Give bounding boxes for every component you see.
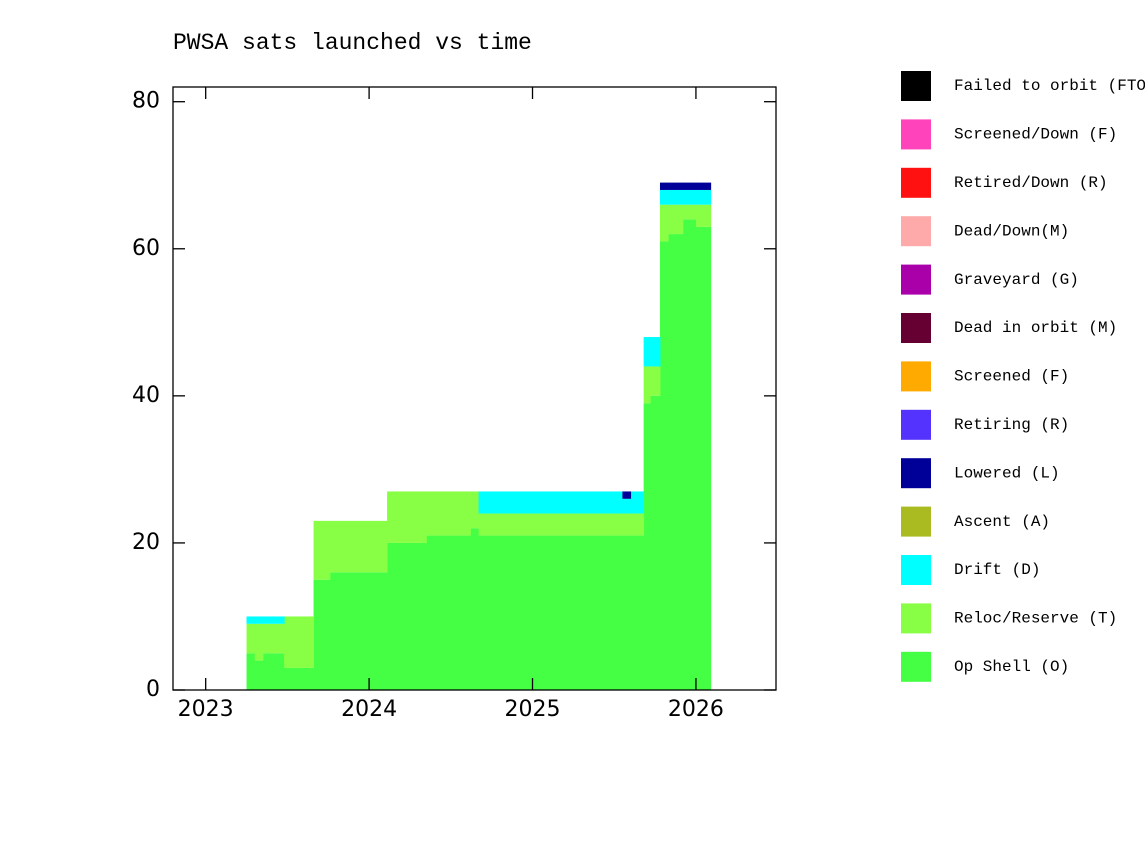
step-segment <box>668 204 684 235</box>
step-segment <box>284 616 315 668</box>
legend-swatch <box>901 313 931 343</box>
legend-swatch <box>901 603 931 634</box>
step-segment <box>682 219 697 691</box>
legend-label: Drift (D) <box>954 561 1040 579</box>
legend-label: Failed to orbit (FTO) <box>954 77 1145 95</box>
legend-label: Graveyard (G) <box>954 271 1079 289</box>
step-segment <box>478 491 623 514</box>
legend-swatch <box>901 71 931 101</box>
step-segment <box>246 623 256 654</box>
legend-label: Retired/Down (R) <box>954 174 1108 192</box>
step-segment <box>262 616 285 624</box>
legend-label: Retiring (R) <box>954 416 1069 434</box>
legend-label: Reloc/Reserve (T) <box>954 610 1117 628</box>
step-segment <box>622 498 632 514</box>
step-segment <box>643 366 651 404</box>
step-segment <box>246 616 256 624</box>
step-segment <box>659 182 669 190</box>
legend-swatch <box>901 167 931 198</box>
step-segment <box>329 572 388 690</box>
step-segment <box>478 535 623 690</box>
step-segment <box>668 182 684 190</box>
step-segment <box>470 528 480 690</box>
step-segment <box>262 623 285 654</box>
step-segment <box>329 520 388 573</box>
step-segment <box>650 337 661 367</box>
step-segment <box>254 623 264 661</box>
step-segment <box>643 403 651 690</box>
plot-frame <box>172 86 777 691</box>
x-tick-label: 2025 <box>505 697 561 722</box>
step-segment <box>246 653 256 690</box>
chart-title: PWSA sats launched vs time <box>173 30 532 56</box>
step-segment <box>622 535 632 690</box>
y-tick-label: 20 <box>132 530 160 555</box>
step-segment <box>682 204 697 220</box>
legend-swatch <box>901 651 931 682</box>
step-segment <box>695 226 712 690</box>
step-segment <box>682 182 697 190</box>
x-tick-label: 2023 <box>178 697 234 722</box>
y-tick-label: 0 <box>146 677 160 702</box>
step-segment <box>695 204 712 227</box>
y-tick-label: 60 <box>132 236 160 261</box>
legend-swatch <box>901 409 931 440</box>
legend-label: Screened/Down (F) <box>954 126 1117 144</box>
step-segment <box>426 535 471 690</box>
step-segment <box>643 337 651 367</box>
step-segment <box>668 234 684 690</box>
step-segment <box>622 491 632 499</box>
step-segment <box>668 189 684 205</box>
step-segment <box>387 542 427 690</box>
step-segment <box>630 491 645 514</box>
step-segment <box>650 366 661 396</box>
x-tick-label: 2026 <box>668 697 724 722</box>
step-segment <box>695 189 712 205</box>
step-segment <box>659 204 669 242</box>
step-segment <box>659 189 669 205</box>
step-segment <box>254 616 264 624</box>
step-segment <box>426 491 471 536</box>
legend-label: Dead in orbit (M) <box>954 319 1117 337</box>
legend-swatch <box>901 555 931 585</box>
step-segment <box>470 491 480 529</box>
step-segment <box>313 520 331 580</box>
x-tick-label: 2024 <box>341 697 397 722</box>
legend-swatch <box>901 119 931 150</box>
step-segment <box>630 513 645 536</box>
step-segment <box>254 660 264 690</box>
step-segment <box>695 182 712 190</box>
legend-swatch <box>901 216 931 247</box>
step-segment <box>387 491 427 543</box>
step-segment <box>650 395 661 690</box>
step-segment <box>313 579 331 690</box>
y-tick-label: 40 <box>132 383 160 408</box>
legend-swatch <box>901 264 931 295</box>
step-segment <box>659 241 669 691</box>
step-segment <box>622 513 632 536</box>
legend-label: Lowered (L) <box>954 464 1060 482</box>
legend-swatch <box>901 361 931 392</box>
step-segment <box>630 535 645 690</box>
legend-label: Op Shell (O) <box>954 658 1069 676</box>
step-segment <box>284 667 315 690</box>
legend-label: Screened (F) <box>954 368 1069 386</box>
step-segment <box>478 513 623 536</box>
legend-swatch <box>901 506 931 537</box>
step-segment <box>682 189 697 205</box>
step-segment <box>262 653 285 690</box>
legend-swatch <box>901 458 931 489</box>
y-tick-label: 80 <box>132 89 160 114</box>
legend-label: Ascent (A) <box>954 513 1050 531</box>
legend-label: Dead/Down(M) <box>954 222 1069 240</box>
